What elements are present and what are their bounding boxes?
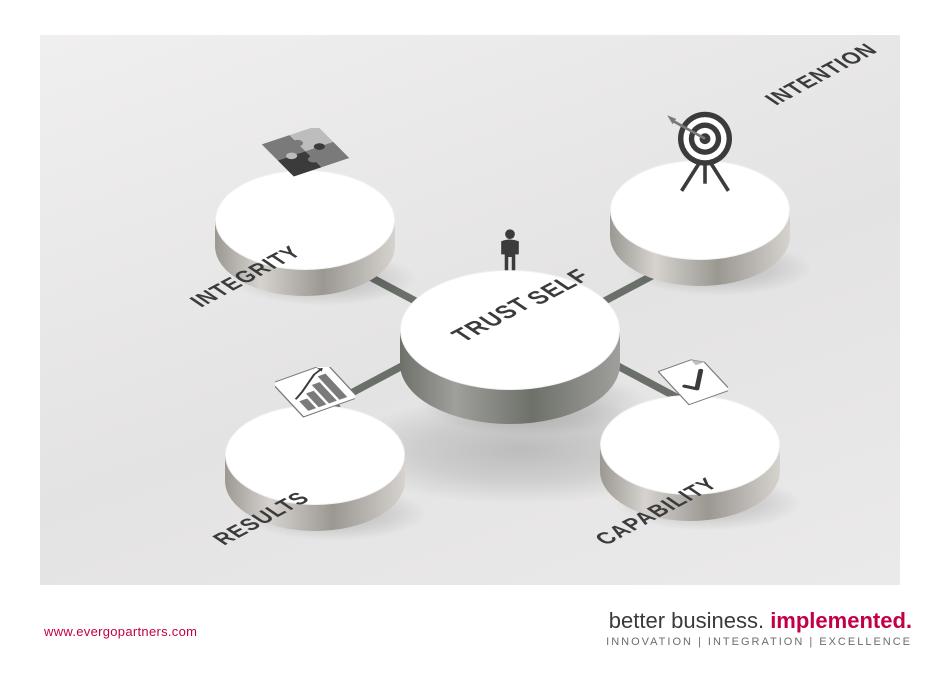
barchart-icon <box>275 367 355 442</box>
puzzle-icon <box>258 128 353 208</box>
target-icon <box>660 102 750 197</box>
tagline-sub: INNOVATION | INTEGRATION | EXCELLENCE <box>606 636 912 648</box>
diagram-stage: INTEGRITYINTENTIONRESULTSCAPABILITYSELFT… <box>40 35 900 585</box>
footer-tagline: better business. implemented. INNOVATION… <box>606 610 912 648</box>
footer-url: www.evergopartners.com <box>44 624 197 639</box>
footer: www.evergopartners.com better business. … <box>0 610 940 670</box>
tagline-bold: implemented. <box>764 608 912 633</box>
checkdoc-icon <box>658 357 728 432</box>
person-icon <box>488 200 532 300</box>
tagline-light: better business. <box>609 608 764 633</box>
intention-label: INTENTION <box>760 40 885 109</box>
